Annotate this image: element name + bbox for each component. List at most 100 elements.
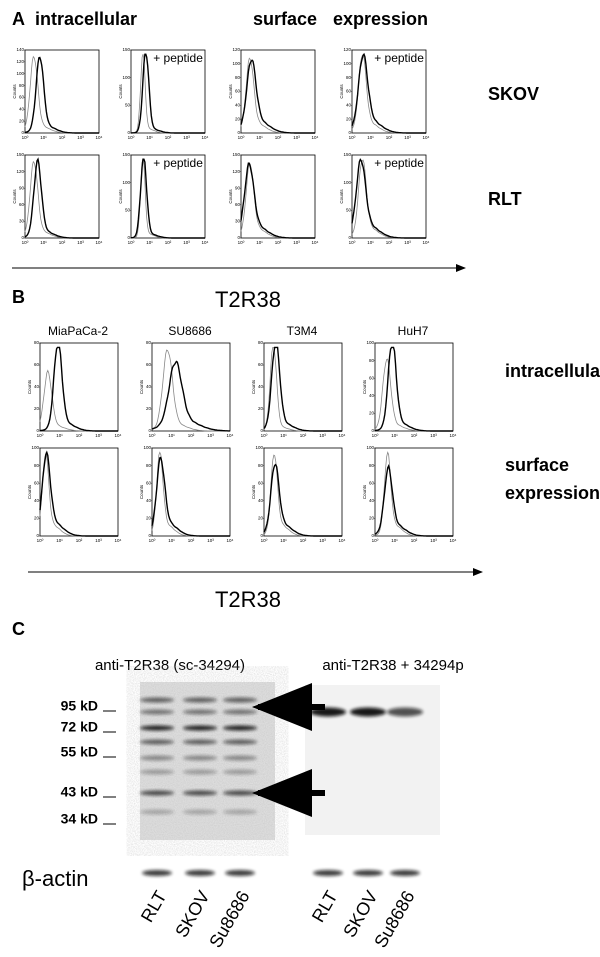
histogram-sample [24, 56, 99, 134]
histogram-frame [374, 342, 454, 432]
y-axis-label: Counts [139, 379, 144, 394]
column-label: SU8686 [168, 324, 212, 338]
histogram-frame [374, 447, 454, 537]
annotation: + peptide [153, 156, 203, 170]
histogram-control [351, 54, 426, 134]
x-tick-label: 10⁰ [261, 538, 268, 543]
band [140, 755, 174, 761]
y-tick-label: 100 [366, 445, 374, 450]
x-tick-label: 10⁴ [312, 135, 319, 140]
x-tick-label: 10¹ [391, 538, 398, 543]
panel-label: B [12, 287, 25, 307]
y-axis-label: Counts [27, 484, 32, 499]
y-axis-label: Counts [362, 484, 367, 499]
y-tick-label: 60 [34, 480, 40, 485]
header: surface [253, 9, 317, 29]
y-tick-label: 40 [235, 103, 241, 108]
band [223, 739, 257, 745]
y-tick-label: 0 [260, 533, 263, 538]
marker-label: 34 kD [61, 811, 98, 827]
y-tick-label: 120 [16, 59, 24, 64]
histogram-control [263, 454, 342, 537]
band [223, 790, 257, 796]
x-tick-label: 10³ [404, 240, 411, 245]
y-tick-label: 80 [146, 463, 152, 468]
x-tick-label: 10¹ [56, 433, 63, 438]
x-tick-label: 10¹ [367, 240, 374, 245]
y-tick-label: 30 [19, 219, 25, 224]
x-tick-label: 10³ [77, 135, 84, 140]
y-tick-label: 0 [127, 130, 130, 135]
x-tick-label: 10¹ [168, 538, 175, 543]
histogram-sample [131, 53, 205, 134]
y-tick-label: 20 [258, 516, 264, 521]
y-tick-label: 150 [122, 47, 130, 52]
y-tick-label: 80 [146, 340, 152, 345]
y-tick-label: 80 [19, 83, 25, 88]
x-tick-label: 10¹ [256, 135, 263, 140]
histogram-control [263, 347, 342, 432]
band [140, 725, 174, 731]
y-tick-label: 60 [19, 95, 25, 100]
y-tick-label: 40 [146, 498, 152, 503]
marker-label: 43 kD [61, 784, 98, 800]
y-tick-label: 100 [122, 180, 130, 185]
band [313, 870, 343, 876]
y-tick-label: 60 [235, 202, 241, 207]
x-tick-label: 10³ [319, 433, 326, 438]
y-tick-label: 40 [369, 498, 375, 503]
y-tick-label: 120 [16, 169, 24, 174]
histogram-sample [151, 360, 230, 432]
y-tick-label: 40 [346, 103, 352, 108]
row-label: RLT [488, 189, 522, 209]
x-tick-label: 10⁴ [227, 538, 234, 543]
x-tick-label: 10⁴ [227, 433, 234, 438]
x-tick-label: 10² [76, 433, 83, 438]
band [183, 739, 217, 745]
x-tick-label: 10² [188, 433, 195, 438]
column-label: MiaPaCa-2 [48, 324, 108, 338]
histogram-control [374, 451, 453, 537]
band [140, 709, 174, 715]
y-tick-label: 100 [366, 340, 374, 345]
y-axis-label: Counts [251, 484, 256, 499]
x-tick-label: 10³ [293, 240, 300, 245]
y-tick-label: 20 [34, 516, 40, 521]
y-tick-label: 0 [36, 533, 39, 538]
x-tick-label: 10³ [207, 538, 214, 543]
histogram-frame [39, 342, 119, 432]
histogram-sample [374, 464, 453, 537]
y-tick-label: 150 [122, 152, 130, 157]
header: expression [333, 9, 428, 29]
y-tick-label: 80 [346, 75, 352, 80]
y-tick-label: 80 [369, 463, 375, 468]
y-tick-label: 120 [232, 47, 240, 52]
y-tick-label: 40 [34, 498, 40, 503]
x-tick-label: 10⁰ [372, 433, 379, 438]
histogram-sample [130, 158, 205, 239]
y-tick-label: 0 [21, 130, 24, 135]
y-tick-label: 60 [346, 89, 352, 94]
annotation: + peptide [374, 51, 424, 65]
y-axis-label: Counts [228, 84, 233, 99]
band [223, 769, 257, 775]
x-tick-label: 10⁴ [202, 240, 209, 245]
x-tick-label: 10¹ [56, 538, 63, 543]
y-tick-label: 20 [19, 118, 25, 123]
x-tick-label: 10⁴ [423, 135, 430, 140]
x-tick-label: 10² [165, 135, 172, 140]
histogram-sample [240, 59, 315, 134]
y-tick-label: 80 [258, 463, 264, 468]
band [183, 755, 217, 761]
band [387, 707, 423, 717]
y-tick-label: 60 [258, 362, 264, 367]
blot-title: anti-T2R38 + 34294p [322, 657, 463, 674]
x-tick-label: 10⁴ [96, 240, 103, 245]
histogram-frame [351, 154, 427, 239]
row-label: SKOV [488, 84, 539, 104]
y-tick-label: 80 [369, 358, 375, 363]
y-tick-label: 80 [258, 340, 264, 345]
y-axis-label: Counts [251, 379, 256, 394]
histogram-sample [24, 157, 99, 239]
y-tick-label: 50 [125, 208, 131, 213]
